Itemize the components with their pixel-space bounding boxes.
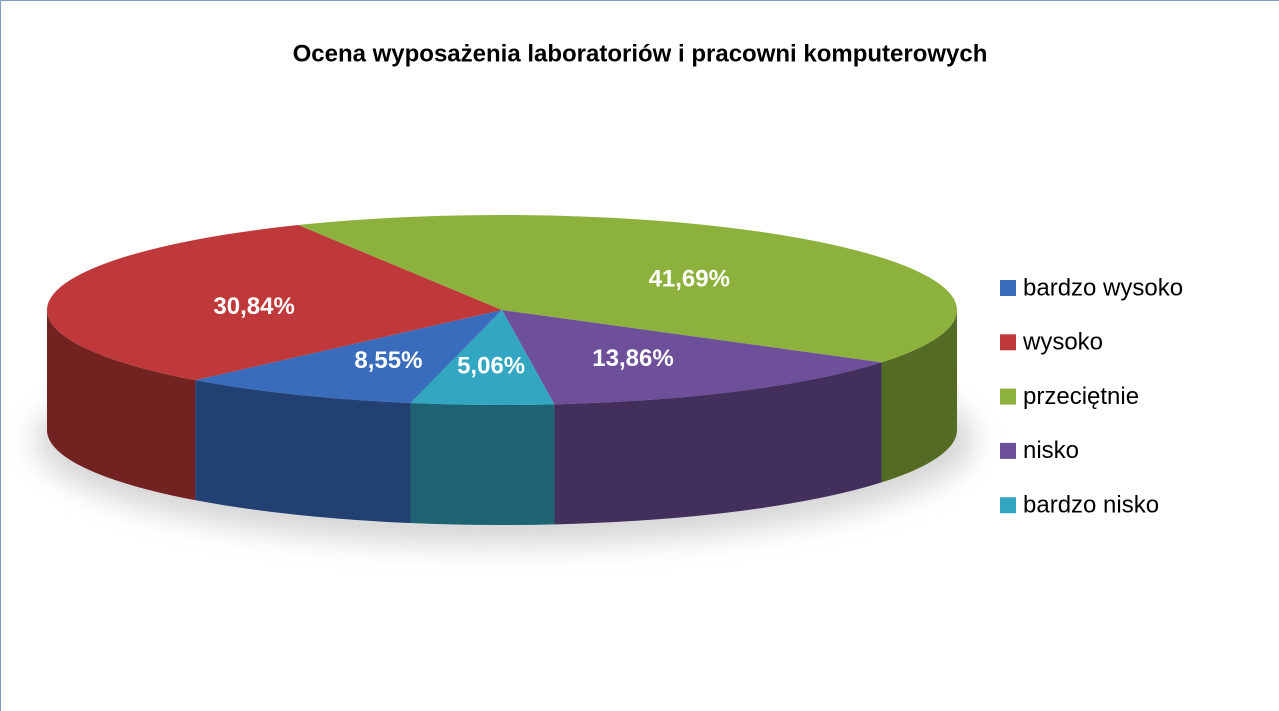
legend-swatch (1000, 497, 1016, 514)
legend-swatch (1000, 334, 1016, 351)
legend-label: bardzo nisko (1023, 492, 1159, 519)
slice-side-shade (46, 310, 196, 501)
chart-title: Ocena wyposażenia laboratoriów i pracown… (293, 40, 988, 67)
data-label: 8,55% (354, 347, 422, 374)
slice-side (195, 380, 411, 524)
slice-side (46, 310, 196, 501)
legend-label: bardzo wysoko (1023, 274, 1183, 301)
legend-swatch (1000, 442, 1016, 459)
data-label: 30,84% (213, 293, 294, 320)
slice-side (410, 403, 555, 525)
slice (195, 310, 502, 404)
data-label: 5,06% (457, 353, 525, 380)
slice (410, 310, 555, 405)
slice-side-shade (881, 310, 957, 483)
slice (298, 214, 958, 363)
legend-label: wysoko (1022, 329, 1103, 356)
legend-label: nisko (1023, 437, 1079, 464)
legend-swatch (1000, 280, 1016, 296)
slice-side-shade (410, 403, 555, 525)
slice-side-shade (195, 380, 411, 524)
legend-swatch (1000, 388, 1016, 405)
data-label: 13,86% (592, 345, 673, 372)
slice-side (881, 310, 957, 483)
data-label: 41,69% (649, 266, 730, 293)
slice-side-shade (554, 362, 882, 525)
slice (502, 310, 882, 405)
legend-label: przeciętnie (1023, 383, 1139, 410)
slice-side (554, 362, 882, 525)
slice (46, 225, 503, 381)
